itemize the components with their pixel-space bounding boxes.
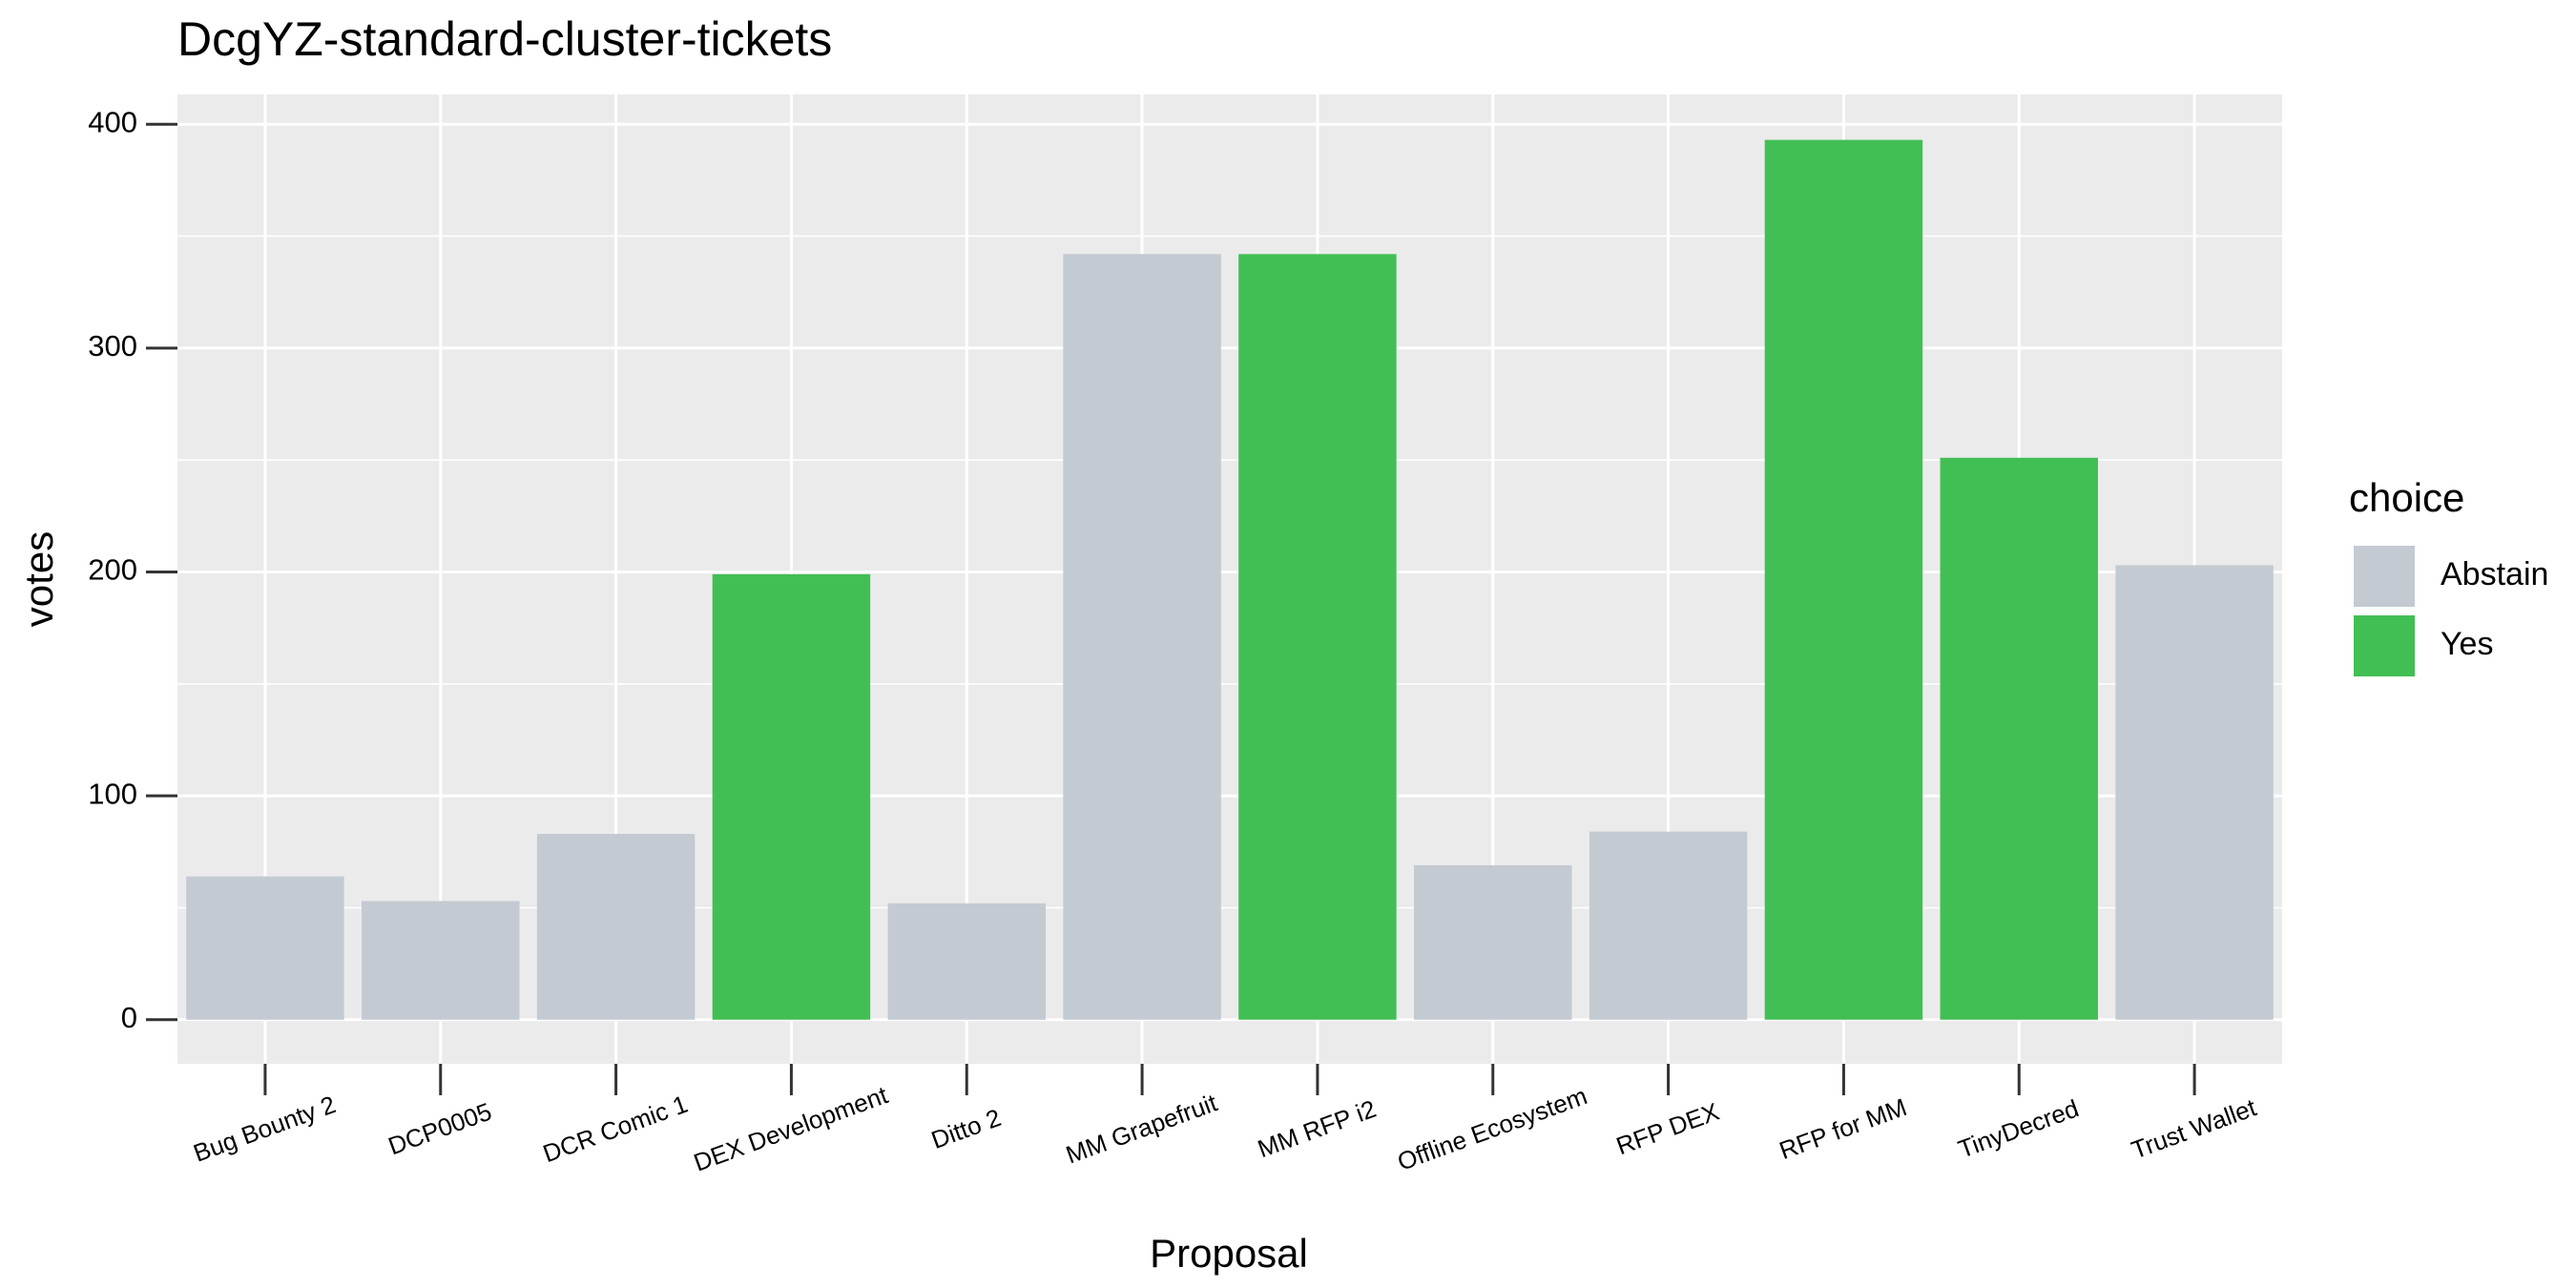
y-tick-label: 0 bbox=[121, 1001, 137, 1034]
y-axis-title: votes bbox=[16, 531, 61, 627]
bar bbox=[536, 834, 696, 1020]
x-tick-label: Bug Bounty 2 bbox=[190, 1090, 340, 1168]
legend-key bbox=[2352, 613, 2417, 678]
x-tick-label: MM Grapefruit bbox=[1062, 1088, 1221, 1169]
legend-key bbox=[2352, 544, 2417, 609]
x-tick-label: RFP DEX bbox=[1612, 1097, 1723, 1161]
bar bbox=[1414, 864, 1572, 1020]
legend-label: Yes bbox=[2441, 626, 2493, 662]
x-tick-label: MM RFP i2 bbox=[1254, 1094, 1380, 1163]
x-tick-label: DCR Comic 1 bbox=[539, 1090, 692, 1169]
bar bbox=[186, 876, 344, 1020]
x-tick-label: Trust Wallet bbox=[2128, 1092, 2260, 1164]
x-tick-label: Ditto 2 bbox=[927, 1103, 1005, 1154]
legend-label: Abstain bbox=[2441, 556, 2548, 592]
legend-title: choice bbox=[2349, 475, 2464, 520]
x-tick-label: TinyDecred bbox=[1954, 1093, 2082, 1163]
bar bbox=[1764, 139, 1923, 1020]
plot-panel bbox=[177, 94, 2282, 1064]
y-tick-label: 200 bbox=[88, 553, 137, 587]
bar bbox=[1063, 254, 1221, 1020]
x-tick-label: Offline Ecosystem bbox=[1394, 1081, 1591, 1176]
x-axis-title: Proposal bbox=[1150, 1231, 1308, 1276]
bar bbox=[1940, 457, 2098, 1020]
x-tick-label: DCP0005 bbox=[384, 1097, 495, 1161]
x-tick-label: RFP for MM bbox=[1776, 1092, 1910, 1165]
chart-title: DcgYZ-standard-cluster-tickets bbox=[177, 12, 832, 66]
bar bbox=[887, 903, 1046, 1020]
bar bbox=[712, 573, 871, 1020]
y-tick-label: 400 bbox=[88, 105, 137, 138]
bar bbox=[362, 901, 520, 1020]
bar bbox=[1589, 831, 1748, 1020]
bar bbox=[2115, 565, 2274, 1020]
bar bbox=[1238, 254, 1397, 1020]
y-tick-label: 100 bbox=[88, 777, 137, 810]
y-tick-label: 300 bbox=[88, 329, 137, 363]
